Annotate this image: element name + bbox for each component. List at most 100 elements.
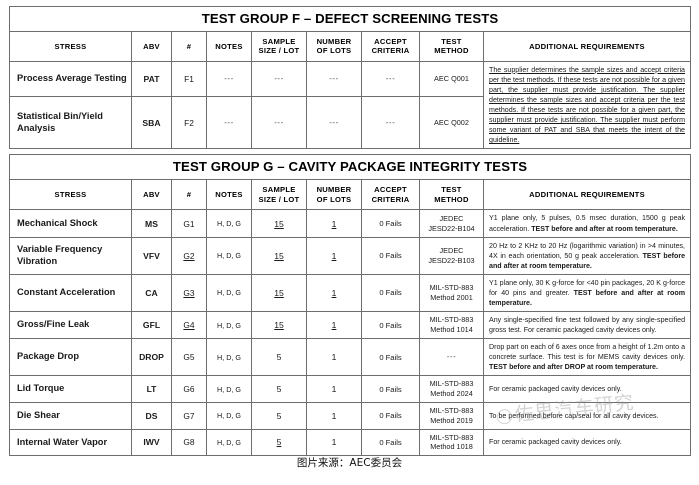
test-group-g-table: TEST GROUP G – CAVITY PACKAGE INTEGRITY … bbox=[8, 154, 692, 457]
cell-stress: Gross/Fine Leak bbox=[9, 310, 132, 340]
additional-requirements-plain: For ceramic packaged cavity devices only… bbox=[489, 385, 622, 394]
cell-test-method-line1: MIL-STD-883 bbox=[429, 405, 474, 415]
cell-number-of-lots: 1 bbox=[306, 338, 362, 377]
column-header-test-method-line2: METHOD bbox=[434, 46, 469, 56]
additional-requirements-plain: 20 Hz to 2 KHz to 20 Hz (logarithmic var… bbox=[489, 241, 686, 260]
column-header-number: # bbox=[171, 31, 207, 62]
cell-sample-size: --- bbox=[251, 60, 307, 97]
additional-requirements-plain: Y1 plane only, 5 pulses, 0.5 msec durati… bbox=[489, 214, 686, 233]
cell-notes: H, D, G bbox=[206, 310, 252, 340]
column-header-additional-requirements: ADDITIONAL REQUIREMENTS bbox=[483, 31, 691, 62]
column-header-sample-size: SAMPLE SIZE / LOT bbox=[251, 31, 307, 62]
column-header-test-method-line1: TEST bbox=[441, 185, 462, 195]
cell-accept-criteria: 0 Fails bbox=[361, 209, 420, 238]
cell-test-method: --- bbox=[419, 338, 484, 377]
column-header-number-of-lots: NUMBER OF LOTS bbox=[306, 31, 362, 62]
additional-requirements-emphasis: TEST before and after at room temperatur… bbox=[489, 251, 686, 270]
cell-number: G4 bbox=[171, 310, 207, 340]
table-row: Mechanical Shock MS G1 H, D, G 15 1 0 Fails JED… bbox=[9, 209, 692, 238]
cell-sample-size-value: 15 bbox=[274, 218, 284, 229]
additional-requirements-plain: To be performed before cap/seal for all … bbox=[489, 411, 659, 420]
cell-accept-criteria: 0 Fails bbox=[361, 236, 420, 275]
cell-sample-size: --- bbox=[251, 95, 307, 150]
cell-number-of-lots: 1 bbox=[306, 375, 362, 403]
cell-number-of-lots: 1 bbox=[306, 401, 362, 430]
cell-stress: Mechanical Shock bbox=[9, 209, 132, 238]
cell-abv: DS bbox=[131, 401, 172, 430]
cell-number-value: G1 bbox=[183, 218, 195, 229]
cell-test-method: JEDEC JESD22-B104 bbox=[419, 209, 484, 238]
cell-test-method-line2: Method 1014 bbox=[430, 325, 473, 334]
aec-tables-container: TEST GROUP F – DEFECT SCREENING TESTS ST… bbox=[8, 6, 692, 457]
column-header-test-method-line1: TEST bbox=[441, 37, 462, 46]
cell-number-value: G7 bbox=[183, 410, 195, 421]
cell-additional-requirements-merged: The supplier determines the sample sizes… bbox=[483, 60, 691, 150]
cell-test-method-line2: Method 2024 bbox=[430, 389, 473, 399]
cell-number: G8 bbox=[171, 428, 207, 457]
column-header-sample-size-line1: SAMPLE bbox=[262, 37, 296, 46]
cell-test-method-line2: Method 2019 bbox=[430, 415, 473, 425]
cell-test-method: JEDEC JESD22-B103 bbox=[419, 236, 484, 275]
cell-notes: H, D, G bbox=[206, 236, 252, 275]
cell-sample-size-value: 15 bbox=[274, 287, 284, 298]
column-header-sample-size-line1: SAMPLE bbox=[262, 185, 296, 195]
column-header-accept-criteria-line1: ACCEPT bbox=[374, 37, 407, 46]
source-caption: 图片来源：AEC委员会 bbox=[296, 457, 403, 469]
column-header-number-of-lots-line1: NUMBER bbox=[316, 37, 352, 46]
cell-abv: CA bbox=[131, 273, 172, 312]
cell-number-of-lots: 1 bbox=[306, 236, 362, 275]
cell-accept-criteria: --- bbox=[361, 60, 420, 97]
cell-stress: Statistical Bin/Yield Analysis bbox=[9, 95, 132, 150]
cell-number-value: G4 bbox=[183, 320, 195, 330]
cell-accept-criteria: 0 Fails bbox=[361, 310, 420, 340]
cell-sample-size: 5 bbox=[251, 401, 307, 430]
cell-additional-requirements: Drop part on each of 6 axes once from a … bbox=[482, 338, 692, 377]
cell-accept-criteria: 0 Fails bbox=[361, 338, 420, 377]
group-f-title: TEST GROUP F – DEFECT SCREENING TESTS bbox=[9, 6, 691, 32]
column-header-sample-size-line2: SIZE / LOT bbox=[258, 194, 300, 204]
cell-sample-size-value: 5 bbox=[276, 352, 282, 363]
table-row: Variable Frequency Vibration VFV G2 H, D, G… bbox=[9, 236, 692, 275]
cell-additional-requirements: For ceramic packaged cavity devices only… bbox=[482, 375, 692, 403]
cell-test-method-line2: Method 1018 bbox=[430, 442, 473, 452]
column-header-abv: ABV bbox=[131, 31, 172, 62]
cell-test-method-line1: MIL-STD-883 bbox=[429, 315, 474, 325]
additional-requirements-plain: Drop part on each of 6 axes once from a … bbox=[489, 343, 686, 362]
cell-test-method-line1: MIL-STD-883 bbox=[429, 379, 474, 389]
cell-number: G1 bbox=[171, 209, 207, 238]
cell-additional-requirements: Any single-specified fine test followed … bbox=[482, 310, 692, 340]
cell-abv: LT bbox=[131, 375, 172, 403]
cell-accept-criteria: 0 Fails bbox=[361, 428, 420, 457]
cell-sample-size: 15 bbox=[251, 310, 307, 340]
cell-test-method-line1: JEDEC bbox=[439, 213, 464, 223]
cell-test-method-line1: MIL-STD-883 bbox=[429, 432, 474, 442]
cell-abv: DROP bbox=[131, 338, 172, 377]
column-header-number-of-lots-line1: NUMBER bbox=[316, 185, 352, 195]
cell-stress: Package Drop bbox=[9, 338, 132, 377]
cell-abv: PAT bbox=[131, 60, 172, 97]
cell-number-of-lots-value: 1 bbox=[331, 287, 337, 298]
cell-number-of-lots-value: 1 bbox=[331, 218, 337, 229]
additional-requirements-plain: Y1 plane only, 30 K g-force for <40 pin … bbox=[489, 278, 686, 297]
cell-number-of-lots: 1 bbox=[306, 273, 362, 312]
cell-sample-size: 15 bbox=[251, 236, 307, 275]
column-header-number-of-lots-line2: OF LOTS bbox=[316, 46, 352, 56]
cell-sample-size: 5 bbox=[251, 338, 307, 377]
cell-additional-requirements: 20 Hz to 2 KHz to 20 Hz (logarithmic var… bbox=[482, 236, 692, 275]
cell-notes: H, D, G bbox=[206, 428, 252, 457]
cell-number: G3 bbox=[171, 273, 207, 312]
cell-sample-size-value: 5 bbox=[276, 437, 282, 448]
cell-number: G7 bbox=[171, 401, 207, 430]
cell-notes: H, D, G bbox=[206, 375, 252, 403]
additional-requirements-plain: For ceramic packaged cavity devices only… bbox=[489, 438, 622, 447]
group-g-title: TEST GROUP G – CAVITY PACKAGE INTEGRITY … bbox=[8, 154, 692, 181]
cell-accept-criteria: 0 Fails bbox=[361, 273, 420, 312]
cell-sample-size-value: 5 bbox=[276, 384, 282, 395]
column-header-notes: NOTES bbox=[206, 31, 252, 62]
cell-sample-size-value: 15 bbox=[274, 250, 284, 261]
cell-accept-criteria: --- bbox=[361, 95, 420, 150]
cell-additional-requirements: For ceramic packaged cavity devices only… bbox=[482, 428, 692, 457]
